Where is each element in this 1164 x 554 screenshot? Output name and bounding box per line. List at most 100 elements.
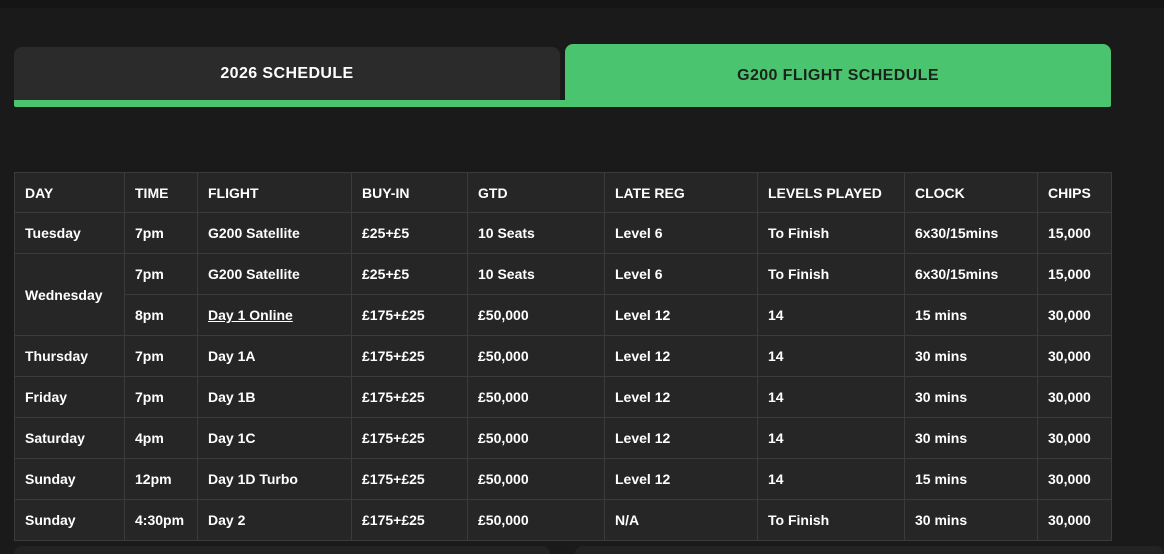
cell-time: 8pm — [124, 294, 198, 336]
cell-levels-played: To Finish — [757, 499, 905, 541]
cell-day: Sunday — [14, 499, 125, 541]
table-row: Thursday 7pm Day 1A £175+£25 £50,000 Level 12… — [14, 335, 1112, 377]
cell-flight: G200 Satellite — [197, 253, 352, 295]
column-header-buy-in: BUY-IN — [351, 172, 468, 213]
cell-flight: G200 Satellite — [197, 212, 352, 254]
cell-flight: Day 1D Turbo — [197, 458, 352, 500]
cell-time: 7pm — [124, 376, 198, 418]
cell-gtd: £50,000 — [467, 499, 605, 541]
cell-time: 7pm — [124, 335, 198, 377]
cell-buy-in: £25+£5 — [351, 212, 468, 254]
column-header-flight: FLIGHT — [197, 172, 352, 213]
cell-clock: 30 mins — [904, 376, 1038, 418]
cell-chips: 30,000 — [1037, 458, 1112, 500]
table-row: Wednesday 7pm G200 Satellite £25+£5 10 Seats… — [14, 253, 1112, 336]
schedule-tabs: 2026 SCHEDULE G200 FLIGHT SCHEDULE — [14, 44, 1111, 107]
table-header-row: DAY TIME FLIGHT BUY-IN GTD LATE REG LEVELS PLA… — [14, 172, 1112, 213]
cell-flight: Day 1C — [197, 417, 352, 459]
cell-clock: 6x30/15mins — [904, 212, 1038, 254]
table-row: Sunday 12pm Day 1D Turbo £175+£25 £50,000 Lev… — [14, 458, 1112, 500]
cell-chips: 15,000 — [1037, 253, 1112, 295]
cell-buy-in: £175+£25 — [351, 417, 468, 459]
cell-levels-played: 14 — [757, 294, 905, 336]
cell-buy-in: £25+£5 — [351, 253, 468, 295]
cell-late-reg: Level 12 — [604, 458, 758, 500]
cell-flight: Day 1B — [197, 376, 352, 418]
bottom-card-right — [575, 546, 1164, 554]
cell-gtd: £50,000 — [467, 335, 605, 377]
column-header-time: TIME — [124, 172, 198, 213]
table-row: Sunday 4:30pm Day 2 £175+£25 £50,000 N/A To Fi… — [14, 499, 1112, 541]
column-header-day: DAY — [14, 172, 125, 213]
cell-late-reg: Level 12 — [604, 335, 758, 377]
tab-g200-flight-schedule-label: G200 FLIGHT SCHEDULE — [737, 66, 939, 84]
column-header-chips: CHIPS — [1037, 172, 1112, 213]
cell-levels-played: To Finish — [757, 253, 905, 295]
active-tab-underline — [14, 100, 1111, 107]
cell-gtd: £50,000 — [467, 294, 605, 336]
bottom-card-left — [14, 546, 550, 554]
cell-day: Sunday — [14, 458, 125, 500]
column-header-clock: CLOCK — [904, 172, 1038, 213]
table-row: Saturday 4pm Day 1C £175+£25 £50,000 Level 12… — [14, 417, 1112, 459]
cell-day: Tuesday — [14, 212, 125, 254]
cell-day: Friday — [14, 376, 125, 418]
top-edge-strip — [0, 0, 1164, 8]
cell-clock: 6x30/15mins — [904, 253, 1038, 295]
cell-flight: Day 1A — [197, 335, 352, 377]
cell-late-reg: Level 6 — [604, 212, 758, 254]
cell-buy-in: £175+£25 — [351, 499, 468, 541]
cell-time: 7pm — [124, 253, 198, 295]
table-row: Friday 7pm Day 1B £175+£25 £50,000 Level 12 14… — [14, 376, 1112, 418]
tab-g200-flight-schedule[interactable]: G200 FLIGHT SCHEDULE — [565, 44, 1111, 107]
column-header-levels-played: LEVELS PLAYED — [757, 172, 905, 213]
cell-flight: Day 1 Online — [197, 294, 352, 336]
cell-day: Wednesday — [14, 253, 125, 336]
cell-buy-in: £175+£25 — [351, 458, 468, 500]
cell-chips: 30,000 — [1037, 499, 1112, 541]
cell-chips: 30,000 — [1037, 376, 1112, 418]
column-header-gtd: GTD — [467, 172, 605, 213]
cell-late-reg: Level 6 — [604, 253, 758, 295]
cell-late-reg: Level 12 — [604, 294, 758, 336]
cell-levels-played: 14 — [757, 458, 905, 500]
flight-link[interactable]: Day 1 Online — [208, 307, 293, 323]
cell-levels-played: To Finish — [757, 212, 905, 254]
cell-levels-played: 14 — [757, 376, 905, 418]
cell-time: 12pm — [124, 458, 198, 500]
cell-clock: 15 mins — [904, 458, 1038, 500]
table-body: Tuesday 7pm G200 Satellite £25+£5 10 Seats Le… — [14, 212, 1112, 541]
cell-buy-in: £175+£25 — [351, 335, 468, 377]
table-row: 8pm Day 1 Online £175+£25 £50,000 Level 12 14… — [15, 294, 1112, 336]
cell-flight: Day 2 — [197, 499, 352, 541]
cell-day: Saturday — [14, 417, 125, 459]
cell-gtd: £50,000 — [467, 376, 605, 418]
cell-buy-in: £175+£25 — [351, 294, 468, 336]
cell-late-reg: Level 12 — [604, 376, 758, 418]
cell-gtd: £50,000 — [467, 417, 605, 459]
table-row: Tuesday 7pm G200 Satellite £25+£5 10 Seats Le… — [14, 212, 1112, 254]
cell-levels-played: 14 — [757, 335, 905, 377]
cell-gtd: 10 Seats — [467, 212, 605, 254]
table-header: DAY TIME FLIGHT BUY-IN GTD LATE REG LEVELS PLA… — [14, 172, 1112, 213]
cell-time: 4:30pm — [124, 499, 198, 541]
cell-clock: 30 mins — [904, 417, 1038, 459]
cell-chips: 30,000 — [1037, 294, 1112, 336]
cell-clock: 30 mins — [904, 499, 1038, 541]
cell-buy-in: £175+£25 — [351, 376, 468, 418]
cell-chips: 15,000 — [1037, 212, 1112, 254]
tab-2026-schedule[interactable]: 2026 SCHEDULE — [14, 47, 560, 100]
flight-schedule-table: DAY TIME FLIGHT BUY-IN GTD LATE REG LEVELS PLA… — [14, 172, 1112, 541]
tab-2026-schedule-label: 2026 SCHEDULE — [220, 64, 354, 82]
cell-chips: 30,000 — [1037, 335, 1112, 377]
cell-levels-played: 14 — [757, 417, 905, 459]
cell-time: 4pm — [124, 417, 198, 459]
cell-time: 7pm — [124, 212, 198, 254]
cell-gtd: 10 Seats — [467, 253, 605, 295]
cell-clock: 15 mins — [904, 294, 1038, 336]
cell-late-reg: Level 12 — [604, 417, 758, 459]
cell-chips: 30,000 — [1037, 417, 1112, 459]
cell-late-reg: N/A — [604, 499, 758, 541]
cell-clock: 30 mins — [904, 335, 1038, 377]
